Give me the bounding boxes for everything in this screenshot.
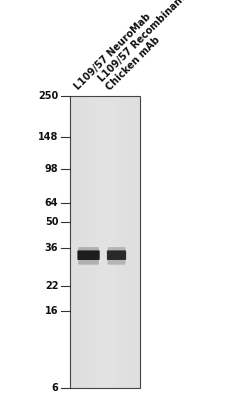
Text: 16: 16	[45, 306, 58, 316]
Text: L109/57 NeuroMab: L109/57 NeuroMab	[72, 12, 152, 92]
Text: 50: 50	[45, 217, 58, 227]
FancyBboxPatch shape	[77, 250, 100, 260]
Text: 148: 148	[38, 132, 58, 142]
Text: 98: 98	[45, 164, 58, 174]
Text: 36: 36	[45, 243, 58, 253]
FancyBboxPatch shape	[78, 247, 99, 265]
Text: 22: 22	[45, 281, 58, 291]
Text: 6: 6	[51, 383, 58, 393]
Text: 64: 64	[45, 198, 58, 208]
FancyBboxPatch shape	[108, 247, 125, 265]
Text: L109/57 Recombinant
Chicken mAb: L109/57 Recombinant Chicken mAb	[96, 0, 196, 92]
Bar	[70, 96, 140, 388]
FancyBboxPatch shape	[107, 250, 126, 260]
Text: 250: 250	[38, 91, 58, 101]
